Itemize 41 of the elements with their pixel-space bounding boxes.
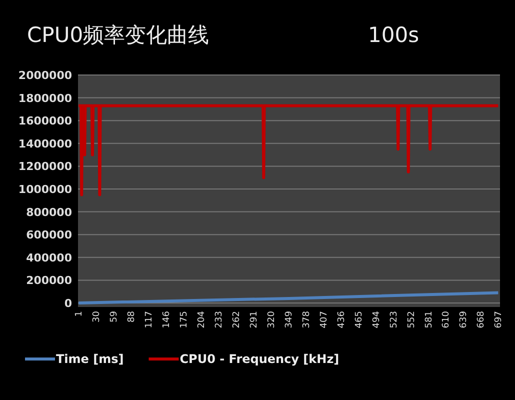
y-tick-label: 0 [64, 297, 72, 310]
x-tick-label: 436 [336, 310, 347, 328]
y-tick-label: 1000000 [18, 183, 72, 196]
x-tick-label: 610 [442, 310, 452, 328]
x-tick-label: 30 [92, 310, 102, 322]
x-tick-label: 378 [302, 310, 312, 328]
x-tick-label: 146 [162, 310, 172, 328]
x-tick-label: 291 [249, 311, 260, 328]
x-tick-label: 668 [476, 310, 487, 328]
y-tick-label: 1800000 [18, 92, 72, 105]
x-tick-label: 407 [319, 311, 330, 328]
y-tick-label: 800000 [26, 206, 72, 219]
chart-subtitle: 100s [368, 23, 420, 47]
x-tick-label: 59 [110, 310, 120, 322]
x-tick-label: 697 [494, 311, 504, 328]
y-tick-label: 2000000 [18, 69, 72, 82]
x-tick-label: 262 [232, 311, 242, 328]
x-tick-label: 175 [180, 311, 190, 328]
y-tick-label: 200000 [26, 274, 72, 288]
legend-label: Time [ms] [56, 352, 124, 366]
legend-label: CPU0 - Frequency [kHz] [180, 352, 340, 366]
x-tick-label: 639 [459, 310, 470, 328]
x-tick-label: 1 [74, 311, 85, 317]
x-tick-label: 349 [284, 310, 294, 328]
x-tick-label: 88 [127, 310, 138, 322]
x-tick-label: 465 [354, 311, 364, 328]
x-tick-label: 523 [389, 311, 400, 328]
y-tick-label: 1600000 [18, 114, 72, 128]
line-series [77, 104, 500, 196]
x-tick-label: 581 [424, 311, 434, 328]
x-tick-label: 233 [214, 311, 224, 328]
x-tick-label: 117 [144, 311, 155, 328]
x-tick-label: 204 [196, 310, 207, 328]
y-tick-label: 1400000 [18, 137, 72, 150]
y-tick-label: 1200000 [18, 160, 72, 174]
x-tick-label: 552 [406, 311, 417, 328]
y-tick-label: 600000 [26, 228, 72, 242]
x-tick-label: 494 [372, 310, 382, 328]
y-tick-label: 400000 [26, 251, 72, 264]
x-tick-label: 320 [266, 310, 277, 328]
chart-title: CPU0频率变化曲线 [27, 23, 210, 47]
